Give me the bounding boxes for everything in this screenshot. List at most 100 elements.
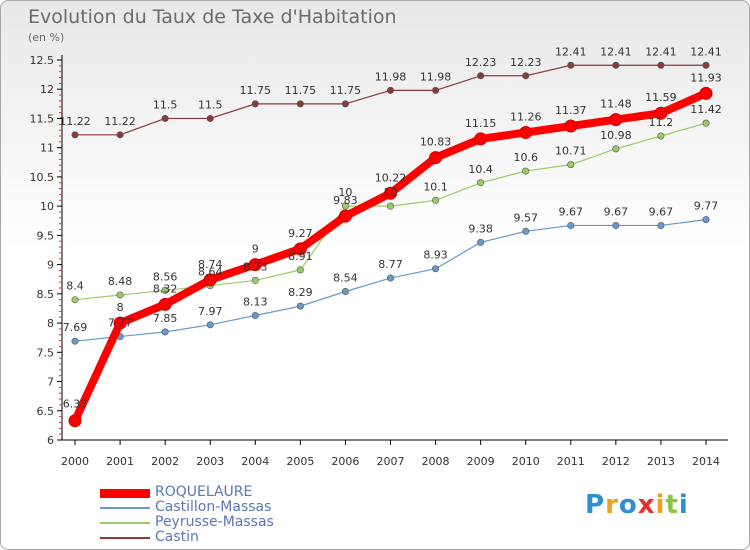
x-tick-label: 2013 [647, 455, 675, 468]
y-tick-label: 9.5 [37, 229, 55, 242]
data-point [338, 209, 352, 223]
data-label: 8.73 [243, 260, 268, 273]
data-label: 10.22 [375, 171, 407, 184]
data-point [251, 100, 259, 108]
data-label: 10.4 [468, 163, 493, 176]
data-label: 9.83 [333, 194, 358, 207]
data-point [116, 131, 124, 139]
data-point [206, 114, 214, 122]
data-label: 11.75 [330, 84, 362, 97]
x-tick-label: 2014 [692, 455, 720, 468]
data-point [386, 202, 394, 210]
y-tick-label: 10.5 [30, 171, 55, 184]
data-point [522, 227, 530, 235]
data-label: 12.23 [510, 56, 542, 69]
data-point [474, 132, 488, 146]
y-tick-label: 9 [47, 259, 54, 272]
data-label: 11.75 [240, 84, 272, 97]
data-point [432, 196, 440, 204]
data-point [519, 125, 533, 139]
data-label: 9.27 [288, 227, 313, 240]
data-label: 11.98 [375, 70, 407, 83]
data-label: 8.48 [108, 275, 133, 288]
legend-swatch [100, 537, 150, 539]
x-tick-label: 2006 [331, 455, 359, 468]
data-point [609, 113, 623, 127]
x-tick-label: 2002 [151, 455, 179, 468]
y-tick-label: 7.5 [37, 346, 55, 359]
data-point [158, 297, 172, 311]
data-label: 11.26 [510, 110, 542, 123]
data-point [384, 186, 397, 200]
data-label: 9.57 [513, 211, 538, 224]
data-label: 9.38 [468, 222, 493, 235]
x-tick-label: 2011 [557, 455, 585, 468]
data-label: 12.41 [600, 45, 632, 58]
data-label: 8.91 [288, 250, 313, 263]
data-label: 11.93 [690, 71, 722, 84]
x-tick-label: 2004 [241, 455, 269, 468]
data-label: 8.74 [198, 258, 223, 271]
x-tick-label: 2007 [377, 455, 405, 468]
legend-label: Castillon-Massas [155, 499, 272, 515]
data-point [161, 286, 169, 294]
data-label: 12.41 [645, 45, 677, 58]
data-label: 10.6 [513, 151, 538, 164]
y-tick-label: 11.5 [30, 112, 55, 125]
data-label: 9.67 [649, 205, 674, 218]
data-point [71, 131, 79, 139]
chart-subtitle: (en %) [28, 31, 65, 44]
data-point [432, 265, 440, 273]
y-tick-label: 8.5 [37, 288, 55, 301]
data-point [522, 167, 530, 175]
data-label: 10 [384, 186, 398, 199]
legend-label: Castin [155, 529, 199, 545]
data-label: 11.98 [420, 70, 452, 83]
data-point [432, 86, 440, 94]
data-label: 12.23 [465, 56, 497, 69]
data-label: 11.15 [465, 117, 497, 130]
x-tick-label: 2005 [286, 455, 314, 468]
data-label: 8.93 [423, 249, 448, 262]
data-label: 7.97 [198, 305, 223, 318]
data-point [251, 311, 259, 319]
data-point [702, 61, 710, 69]
data-label: 7.77 [108, 317, 133, 330]
legend-label: Peyrusse-Massas [155, 514, 274, 530]
data-point [386, 274, 394, 282]
data-label: 11.2 [649, 116, 674, 129]
data-label: 8.32 [153, 282, 178, 295]
data-label: 9 [252, 243, 259, 256]
data-label: 8.29 [288, 286, 313, 299]
data-point [293, 242, 307, 256]
data-point [567, 161, 575, 169]
x-tick-label: 2008 [422, 455, 450, 468]
data-label: 7.85 [153, 312, 178, 325]
y-tick-label: 10 [40, 200, 54, 213]
data-label: 11.22 [59, 115, 91, 128]
data-label: 11.59 [645, 91, 677, 104]
legend-swatch [100, 507, 150, 509]
x-tick-label: 2009 [467, 455, 495, 468]
data-label: 11.5 [153, 98, 178, 111]
x-tick-label: 2000 [61, 455, 89, 468]
y-tick-label: 8 [47, 317, 54, 330]
data-label: 9.67 [604, 205, 629, 218]
legend-label: ROQUELAURE [155, 484, 253, 500]
y-tick-label: 6 [47, 434, 54, 447]
data-point [564, 119, 578, 133]
data-label: 11.5 [198, 98, 223, 111]
data-point [702, 216, 710, 224]
data-point [657, 221, 665, 229]
data-point [567, 221, 575, 229]
data-label: 12.41 [690, 45, 722, 58]
y-tick-label: 11 [40, 142, 54, 155]
x-tick-label: 2012 [602, 455, 630, 468]
data-point [71, 337, 79, 345]
data-label: 8.56 [153, 270, 178, 283]
data-point [522, 72, 530, 80]
data-label: 11.42 [690, 103, 722, 116]
data-point [702, 119, 710, 127]
